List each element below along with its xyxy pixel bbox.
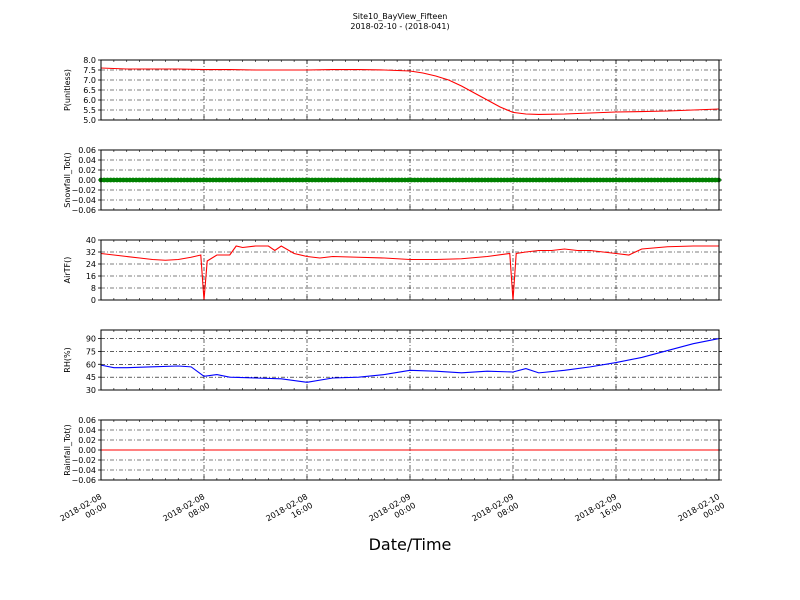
y-tick-label: 0.02 xyxy=(78,436,96,445)
panel-1: 5.05.56.06.57.07.58.0 P(unitless) xyxy=(63,56,722,125)
y-tick-label: −0.02 xyxy=(71,186,96,195)
y-axis-label: Snowfall_Tot() xyxy=(63,152,72,208)
y-tick-label: 0.04 xyxy=(78,156,96,165)
y-tick-label: 60 xyxy=(86,360,96,369)
y-tick-label: 0.06 xyxy=(78,146,96,155)
series-line xyxy=(100,245,719,301)
y-tick-label: 0.00 xyxy=(78,176,96,185)
y-tick-label: 0.00 xyxy=(78,446,96,455)
panel-2: −0.06−0.04−0.020.000.020.040.06 Snowfall_… xyxy=(63,146,722,215)
axes-frame xyxy=(100,239,720,301)
y-axis-label: Rainfall_Tot() xyxy=(63,424,72,476)
y-tick-label: 7.5 xyxy=(83,66,96,75)
y-axis-label: P(unitless) xyxy=(63,69,72,111)
y-tick-label: 5.0 xyxy=(83,116,96,125)
y-tick-label: 30 xyxy=(86,386,96,395)
y-tick-label: 5.5 xyxy=(83,106,96,115)
y-tick-label: 16 xyxy=(86,272,96,281)
y-tick-label: 0.06 xyxy=(78,416,96,425)
y-tick-label: 0.02 xyxy=(78,166,96,175)
y-tick-label: 75 xyxy=(86,347,96,356)
axes-frame xyxy=(100,149,720,211)
y-tick-label: 90 xyxy=(86,335,96,344)
y-tick-label: 7.0 xyxy=(83,76,96,85)
axes-frame xyxy=(100,59,720,121)
y-tick-label: 6.0 xyxy=(83,96,96,105)
y-axis-label: RH(%) xyxy=(63,347,72,372)
axes-frame xyxy=(100,329,720,391)
y-tick-label: 6.5 xyxy=(83,86,96,95)
y-tick-label: 8.0 xyxy=(83,56,96,65)
y-tick-label: 8 xyxy=(91,284,96,293)
chart-subtitle: 2018-02-10 - (2018-041) xyxy=(350,22,449,31)
panel-3: 0 8 16 24 32 40 AirTF() xyxy=(63,236,722,305)
y-tick-label: −0.04 xyxy=(71,196,96,205)
chart-title: Site10_BayView_Fifteen xyxy=(353,12,448,21)
y-tick-label: 32 xyxy=(86,248,96,257)
axes-frame xyxy=(100,419,720,481)
panel-4: 30 45 60 75 90 RH(%) xyxy=(63,329,722,395)
y-axis-label: AirTF() xyxy=(63,257,72,284)
y-tick-label: −0.06 xyxy=(71,476,96,485)
plot-panels: 5.05.56.06.57.07.58.0P(unitless)−0.06−0.… xyxy=(58,56,726,523)
y-tick-label: 0.04 xyxy=(78,426,96,435)
y-tick-label: 40 xyxy=(86,236,96,245)
y-tick-label: −0.06 xyxy=(71,206,96,215)
y-tick-label: 24 xyxy=(86,260,96,269)
x-axis-label: Date/Time xyxy=(369,535,452,554)
y-tick-label: −0.02 xyxy=(71,456,96,465)
y-tick-label: 45 xyxy=(86,373,96,382)
y-tick-label: 0 xyxy=(91,296,96,305)
panel-5: −0.06−0.04−0.020.000.020.040.06 Rainfall_… xyxy=(63,416,722,485)
y-tick-label: −0.04 xyxy=(71,466,96,475)
series-line xyxy=(100,338,720,383)
series-line xyxy=(100,67,720,115)
